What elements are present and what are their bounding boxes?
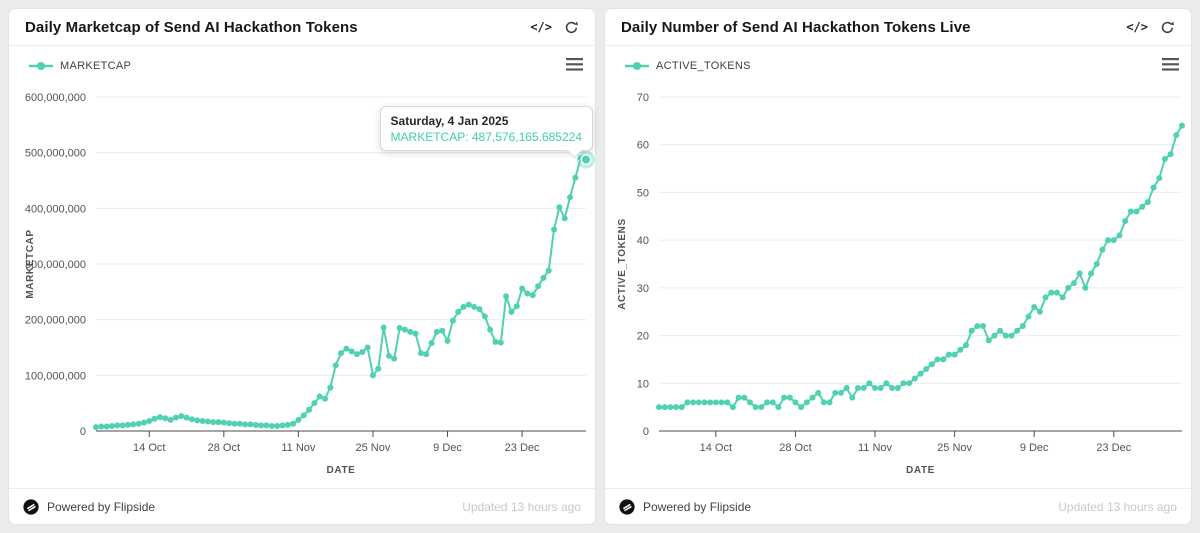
legend-marker-icon xyxy=(29,62,53,70)
svg-text:200,000,000: 200,000,000 xyxy=(25,315,86,327)
marketcap-chart-card: Daily Marketcap of Send AI Hackathon Tok… xyxy=(8,8,596,525)
powered-by-flipside-link[interactable]: Powered by Flipside xyxy=(23,498,156,515)
legend-item-marketcap[interactable]: MARKETCAP xyxy=(29,60,131,72)
svg-text:10: 10 xyxy=(637,378,649,390)
svg-text:50: 50 xyxy=(637,187,649,199)
svg-text:400,000,000: 400,000,000 xyxy=(25,203,86,215)
svg-text:MARKETCAP: MARKETCAP xyxy=(25,229,36,298)
tooltip-value: MARKETCAP: 487,576,165.685224 xyxy=(390,130,582,144)
active-tokens-chart-card: Daily Number of Send AI Hackathon Tokens… xyxy=(604,8,1192,525)
svg-text:25 Nov: 25 Nov xyxy=(937,442,972,454)
svg-text:23 Dec: 23 Dec xyxy=(505,442,540,454)
svg-text:9 Dec: 9 Dec xyxy=(1020,442,1049,454)
chart-title: Daily Number of Send AI Hackathon Tokens… xyxy=(621,18,971,36)
hamburger-menu-icon[interactable] xyxy=(1162,58,1179,71)
legend-item-active-tokens[interactable]: ACTIVE_TOKENS xyxy=(625,60,751,72)
svg-text:40: 40 xyxy=(637,235,649,247)
tooltip-date: Saturday, 4 Jan 2025 xyxy=(390,114,509,128)
legend-marker-icon xyxy=(625,62,649,70)
chart-body: ACTIVE_TOKENS 0 10 20 30 40 50 60 70 14 Oct 28 Oc… xyxy=(605,46,1191,488)
flipside-logo-icon xyxy=(619,498,635,515)
svg-text:60: 60 xyxy=(637,140,649,152)
svg-text:14 Oct: 14 Oct xyxy=(700,442,732,454)
powered-by-label: Powered by Flipside xyxy=(47,499,156,514)
flipside-logo-icon xyxy=(23,498,39,515)
svg-text:300,000,000: 300,000,000 xyxy=(25,259,86,271)
header-icons: </> xyxy=(1126,20,1175,35)
chart-tooltip: Saturday, 4 Jan 2025 MARKETCAP: 487,576,… xyxy=(379,106,593,159)
svg-text:23 Dec: 23 Dec xyxy=(1096,442,1131,454)
legend-label: MARKETCAP xyxy=(60,60,132,72)
refresh-icon[interactable] xyxy=(1160,20,1175,35)
legend-label: ACTIVE_TOKENS xyxy=(656,60,751,72)
svg-text:DATE: DATE xyxy=(906,465,935,476)
updated-timestamp: Updated 13 hours ago xyxy=(462,499,581,514)
svg-text:11 Nov: 11 Nov xyxy=(858,442,893,454)
svg-text:11 Nov: 11 Nov xyxy=(281,442,316,454)
svg-text:500,000,000: 500,000,000 xyxy=(25,148,86,160)
svg-text:0: 0 xyxy=(80,426,86,438)
active-tokens-line-chart[interactable]: 0 10 20 30 40 50 60 70 14 Oct 28 Oct 11 Nov 25 Nov 9… xyxy=(605,46,1191,488)
svg-text:ACTIVE_TOKENS: ACTIVE_TOKENS xyxy=(617,218,628,310)
svg-text:30: 30 xyxy=(637,283,649,295)
card-footer: Powered by Flipside Updated 13 hours ago xyxy=(9,488,595,524)
svg-text:70: 70 xyxy=(637,92,649,104)
powered-by-flipside-link[interactable]: Powered by Flipside xyxy=(619,498,752,515)
chart-body: MARKETCAP 0 100,000,000 200,000,000 300,000… xyxy=(9,46,595,488)
svg-text:100,000,000: 100,000,000 xyxy=(25,370,86,382)
embed-code-icon[interactable]: </> xyxy=(1126,20,1148,34)
powered-by-label: Powered by Flipside xyxy=(643,499,752,514)
card-footer: Powered by Flipside Updated 13 hours ago xyxy=(605,488,1191,524)
svg-text:28 Oct: 28 Oct xyxy=(779,442,811,454)
svg-text:25 Nov: 25 Nov xyxy=(356,442,391,454)
refresh-icon[interactable] xyxy=(564,20,579,35)
svg-text:14 Oct: 14 Oct xyxy=(133,442,165,454)
card-header: Daily Marketcap of Send AI Hackathon Tok… xyxy=(9,9,595,46)
chart-title: Daily Marketcap of Send AI Hackathon Tok… xyxy=(25,18,358,36)
updated-timestamp: Updated 13 hours ago xyxy=(1058,499,1177,514)
svg-text:DATE: DATE xyxy=(327,465,356,476)
svg-text:28 Oct: 28 Oct xyxy=(208,442,240,454)
svg-text:9 Dec: 9 Dec xyxy=(433,442,462,454)
hamburger-menu-icon[interactable] xyxy=(566,58,583,71)
svg-text:20: 20 xyxy=(637,331,649,343)
embed-code-icon[interactable]: </> xyxy=(530,20,552,34)
marketcap-line-chart[interactable]: 0 100,000,000 200,000,000 300,000,000 400,00… xyxy=(9,46,595,488)
svg-text:0: 0 xyxy=(643,426,649,438)
header-icons: </> xyxy=(530,20,579,35)
card-header: Daily Number of Send AI Hackathon Tokens… xyxy=(605,9,1191,46)
svg-text:600,000,000: 600,000,000 xyxy=(25,92,86,104)
